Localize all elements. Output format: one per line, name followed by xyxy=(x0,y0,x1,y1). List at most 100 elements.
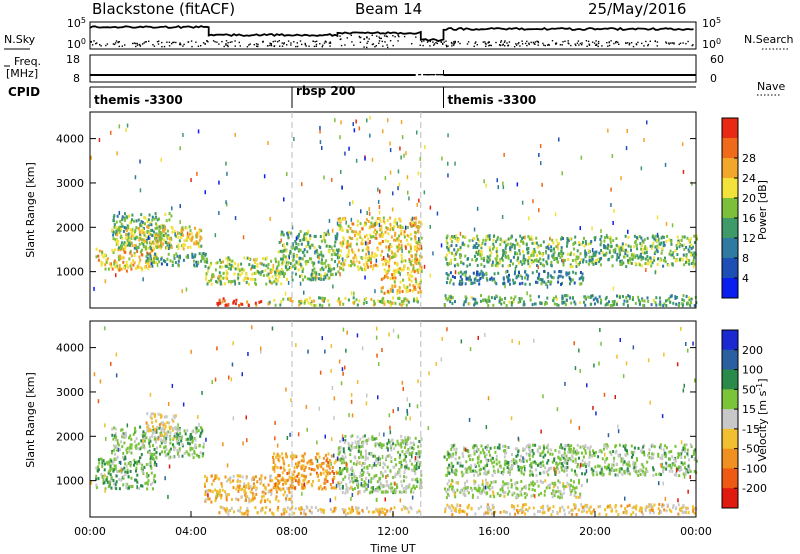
heatmap-cell xyxy=(325,474,328,478)
nsearch-dot xyxy=(175,41,177,44)
heatmap-cell xyxy=(340,169,342,174)
heatmap-cell xyxy=(168,243,171,248)
heatmap-cell xyxy=(356,481,359,485)
heatmap-cell xyxy=(568,282,571,286)
heatmap-cell xyxy=(540,278,543,282)
heatmap-cell xyxy=(668,297,670,301)
heatmap-cell xyxy=(665,239,668,243)
heatmap-cell xyxy=(239,480,242,483)
heatmap-cell xyxy=(126,224,129,228)
heatmap-cell xyxy=(302,464,305,468)
heatmap-cell xyxy=(119,226,122,229)
heatmap-cell xyxy=(414,277,417,281)
heatmap-cell xyxy=(301,250,304,254)
heatmap-cell xyxy=(387,454,390,458)
heatmap-cell xyxy=(571,278,574,282)
heatmap-cell xyxy=(392,269,395,273)
heatmap-cell xyxy=(407,272,410,276)
heatmap-cell xyxy=(404,259,407,263)
heatmap-cell xyxy=(372,464,375,468)
heatmap-cell xyxy=(407,267,410,271)
heatmap-cell xyxy=(111,451,113,455)
nsearch-dot xyxy=(440,41,442,43)
heatmap-cell xyxy=(522,250,524,253)
heatmap-cell xyxy=(280,268,283,271)
nsearch-dot xyxy=(625,42,627,44)
heatmap-cell xyxy=(212,479,215,483)
nsearch-dot xyxy=(152,44,154,46)
heatmap-cell xyxy=(333,244,336,248)
heatmap-cell xyxy=(621,260,624,264)
heatmap-cell xyxy=(324,481,327,485)
heatmap-cell xyxy=(140,453,143,456)
heatmap-cell xyxy=(153,430,156,434)
heatmap-cell xyxy=(246,513,249,517)
heatmap-cell xyxy=(216,261,219,265)
heatmap-cell xyxy=(514,267,517,271)
heatmap-cell xyxy=(309,237,312,241)
heatmap-cell xyxy=(658,296,661,300)
heatmap-cell xyxy=(325,233,328,237)
heatmap-cell xyxy=(380,446,383,449)
heatmap-cell xyxy=(346,230,349,234)
heatmap-cell xyxy=(512,278,515,282)
heatmap-cell xyxy=(150,416,153,420)
heatmap-cell xyxy=(572,296,574,300)
heatmap-cell xyxy=(295,272,297,276)
heatmap-cell xyxy=(286,233,289,237)
heatmap-cell xyxy=(195,260,198,264)
heatmap-cell xyxy=(281,231,284,234)
heatmap-cell xyxy=(336,256,339,260)
heatmap-cell xyxy=(382,263,385,266)
heatmap-cell xyxy=(670,294,673,298)
heatmap-cell xyxy=(630,257,632,261)
heatmap-cell xyxy=(356,303,359,307)
heatmap-cell xyxy=(394,488,396,492)
heatmap-cell xyxy=(638,302,641,306)
heatmap-cell xyxy=(514,252,516,256)
heatmap-cell xyxy=(482,273,485,277)
heatmap-cell xyxy=(624,252,627,256)
heatmap-cell xyxy=(582,276,585,280)
heatmap-cell xyxy=(576,263,579,267)
heatmap-cell xyxy=(290,262,292,266)
nsearch-dot xyxy=(304,42,306,45)
heatmap-cell xyxy=(139,258,142,262)
nsearch-dot xyxy=(467,41,470,43)
nsearch-dot xyxy=(610,40,612,42)
heatmap-cell xyxy=(389,446,392,450)
heatmap-cell xyxy=(95,477,98,481)
heatmap-cell xyxy=(409,245,412,249)
heatmap-cell xyxy=(480,263,483,267)
heatmap-cell xyxy=(389,170,392,175)
heatmap-cell xyxy=(264,500,267,503)
heatmap-cell xyxy=(403,479,405,483)
heatmap-cell xyxy=(233,279,236,283)
heatmap-cell xyxy=(340,461,343,465)
nsearch-dot xyxy=(656,45,658,47)
heatmap-cell xyxy=(381,472,384,476)
heatmap-cell xyxy=(353,291,355,296)
heatmap-cell xyxy=(406,298,409,302)
heatmap-cell xyxy=(536,281,539,284)
heatmap-cell xyxy=(201,429,204,433)
heatmap-cell xyxy=(403,267,406,271)
heatmap-cell xyxy=(179,431,182,435)
heatmap-cell xyxy=(193,242,196,246)
heatmap-cell xyxy=(417,271,420,274)
heatmap-cell xyxy=(118,268,121,272)
nsearch-dot xyxy=(411,43,413,45)
heatmap-cell xyxy=(115,226,118,230)
heatmap-cell xyxy=(247,304,250,307)
heatmap-cell xyxy=(382,277,385,280)
heatmap-cell xyxy=(386,474,389,478)
heatmap-cell xyxy=(504,250,507,254)
heatmap-cell xyxy=(448,281,451,285)
heatmap-cell xyxy=(627,244,630,248)
heatmap-cell xyxy=(486,258,489,262)
nsearch-dot xyxy=(524,42,527,45)
heatmap-cell xyxy=(394,270,397,274)
heatmap-cell xyxy=(371,490,374,494)
heatmap-cell xyxy=(599,301,602,305)
